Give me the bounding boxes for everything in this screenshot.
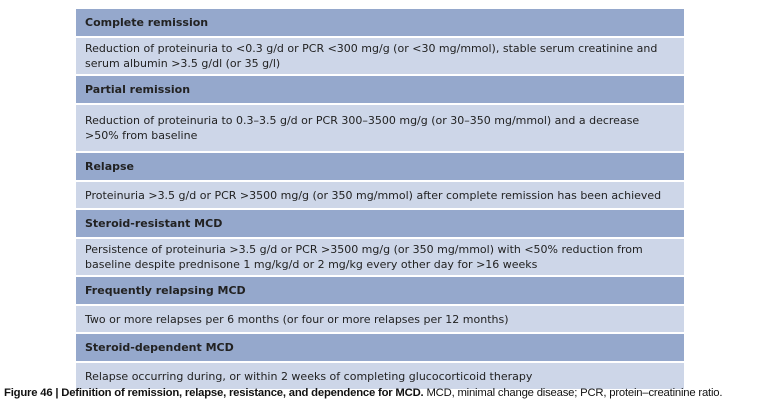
row-heading-steroid-dependent: Steroid-dependent MCD bbox=[76, 334, 684, 361]
definitions-table: Complete remission Reduction of proteinu… bbox=[76, 9, 684, 391]
row-text-partial-remission: Reduction of proteinuria to 0.3–3.5 g/d … bbox=[76, 105, 684, 151]
row-text-steroid-resistant: Persistence of proteinuria >3.5 g/d or P… bbox=[76, 239, 684, 275]
row-heading-partial-remission: Partial remission bbox=[76, 76, 684, 103]
row-heading-frequently-relapsing: Frequently relapsing MCD bbox=[76, 277, 684, 304]
caption-label: Figure 46 | Definition of remission, rel… bbox=[4, 387, 424, 399]
row-heading-complete-remission: Complete remission bbox=[76, 9, 684, 36]
row-text-relapse: Proteinuria >3.5 g/d or PCR >3500 mg/g (… bbox=[76, 182, 684, 208]
row-heading-steroid-resistant: Steroid-resistant MCD bbox=[76, 210, 684, 237]
row-text-complete-remission: Reduction of proteinuria to <0.3 g/d or … bbox=[76, 38, 684, 74]
row-text-frequently-relapsing: Two or more relapses per 6 months (or fo… bbox=[76, 306, 684, 332]
row-heading-relapse: Relapse bbox=[76, 153, 684, 180]
row-text-steroid-dependent: Relapse occurring during, or within 2 we… bbox=[76, 363, 684, 389]
caption-text: MCD, minimal change disease; PCR, protei… bbox=[423, 387, 723, 399]
figure-caption: Figure 46 | Definition of remission, rel… bbox=[4, 387, 756, 399]
